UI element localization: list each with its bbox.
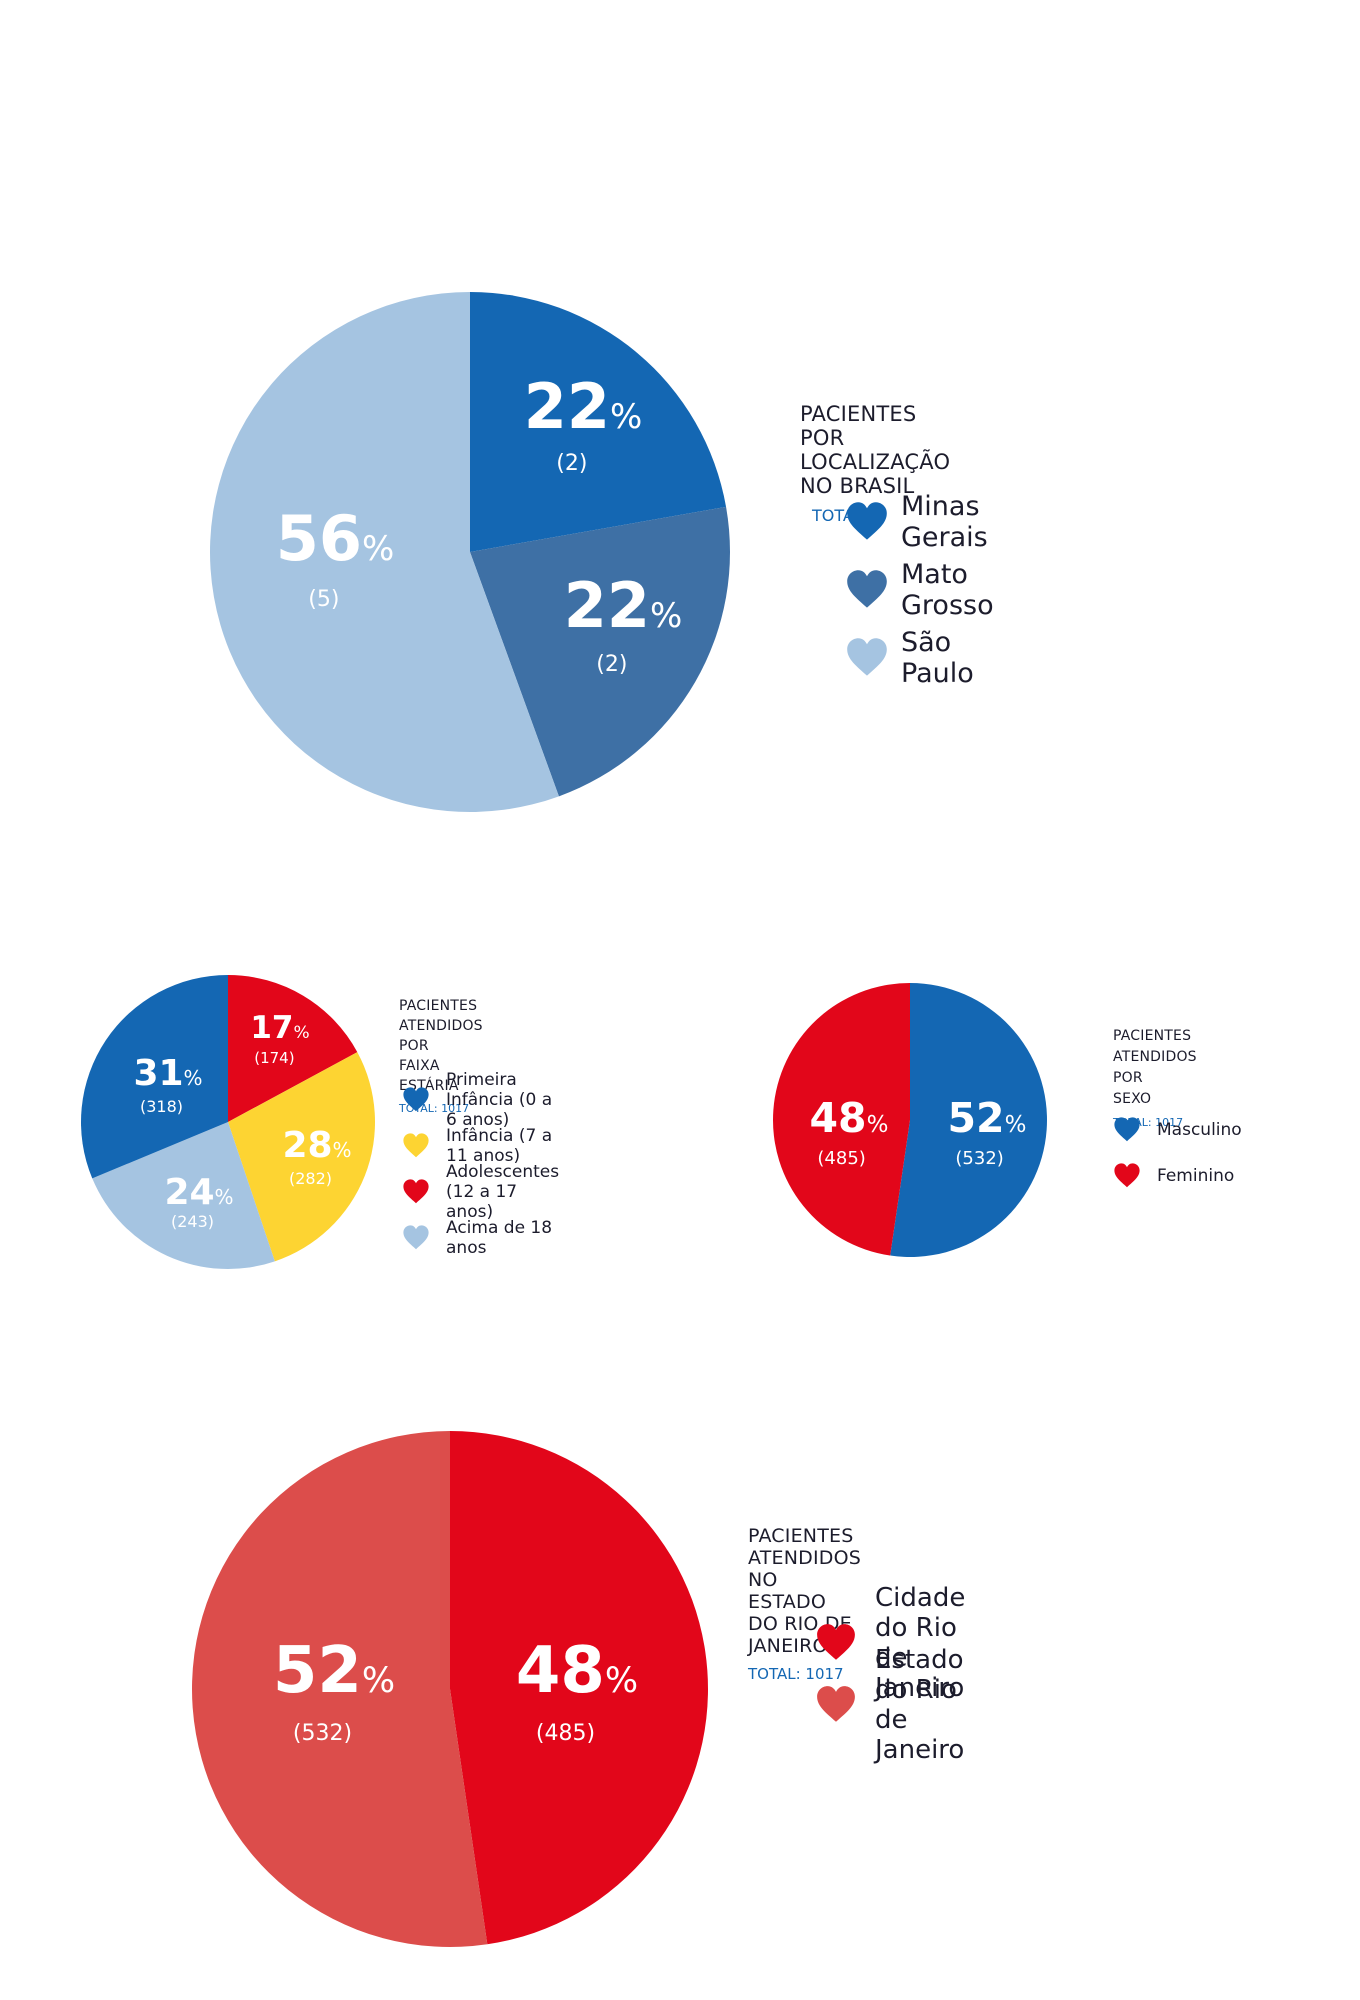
- legend-label: São Paulo: [901, 627, 974, 689]
- heart-icon: [403, 1225, 429, 1250]
- count-label: (5): [308, 587, 339, 612]
- chart-title-line: PACIENTES ATENDIDOS POR: [399, 998, 483, 1054]
- percent-label: 48%: [810, 1094, 889, 1142]
- chart-title: PACIENTES ATENDIDOS POR SEXO: [1113, 1026, 1197, 1110]
- legend-label: Adolescentes (12 a 17 anos): [446, 1162, 560, 1222]
- heart-icon: [1114, 1163, 1140, 1188]
- percent-label: 31%: [133, 1053, 202, 1094]
- title-block-sexo: PACIENTES ATENDIDOS POR SEXO TOTAL: 1017: [1113, 1026, 1197, 1129]
- count-label: (243): [171, 1212, 214, 1231]
- heart-icon: [403, 1179, 429, 1204]
- legend-item: Infância (7 a 11 anos): [402, 1123, 559, 1169]
- pie-slice: [450, 1431, 708, 1945]
- chart-total: TOTAL: 1017: [748, 1665, 844, 1683]
- count-label: (174): [254, 1049, 294, 1067]
- legend-faixa-etaria: Primeira Infância (0 a 6 anos) Infância …: [402, 1070, 559, 1261]
- legend-label: Cidade do Rio de Janeiro: [875, 1583, 966, 1703]
- slice-label: 17% (174): [250, 1010, 309, 1067]
- count-label: (2): [596, 652, 627, 677]
- legend-item: São Paulo: [845, 624, 994, 692]
- pie-slice: [209, 292, 559, 812]
- slice-label: 52% (532): [948, 1094, 1027, 1169]
- count-label: (2): [556, 451, 587, 476]
- count-label: (532): [955, 1148, 1003, 1169]
- percent-label: 22%: [564, 569, 683, 642]
- count-label: (485): [536, 1721, 595, 1746]
- legend-rio: Cidade do Rio de Janeiro Estado do Rio d…: [815, 1583, 965, 1765]
- slice-label: 56%(5): [276, 502, 395, 612]
- heart-icon: [847, 570, 887, 608]
- heart-icon: [403, 1133, 429, 1158]
- legend-label: Masculino: [1157, 1120, 1242, 1140]
- count-label: (485): [817, 1148, 865, 1169]
- heart-icon: [847, 638, 887, 676]
- chart-title-line: PACIENTES ATENDIDOS POR: [1113, 1028, 1197, 1086]
- percent-label: 28%: [282, 1125, 351, 1166]
- slice-label: 48% (485): [516, 1634, 638, 1746]
- legend-label: Infância (7 a 11 anos): [446, 1126, 553, 1166]
- slice-label: 31% (318): [133, 1053, 202, 1116]
- slice-label: 24%(243): [164, 1172, 233, 1231]
- heart-icon: [817, 1686, 855, 1722]
- heart-icon: [847, 502, 887, 540]
- legend-label: Estado do Rio de Janeiro: [875, 1645, 965, 1765]
- slice-label: 22%(2): [564, 569, 683, 677]
- legend-item: Primeira Infância (0 a 6 anos): [402, 1070, 559, 1130]
- legend-label: Acima de 18 anos: [446, 1218, 553, 1258]
- chart-title: PACIENTES ATENDIDOS NO ESTADO DO RIO DE …: [748, 1525, 862, 1657]
- chart-title: PACIENTES ATENDIDOS POR FAIXA ESTÁRIA: [399, 996, 483, 1096]
- legend-item: Acima de 18 anos: [402, 1215, 559, 1261]
- percent-label: 52%: [273, 1634, 395, 1708]
- percent-label: 22%: [524, 370, 643, 443]
- legend-item: Masculino: [1113, 1107, 1242, 1153]
- chart-title: PACIENTES POR LOCALIZAÇÃO NO BRASIL: [800, 402, 951, 498]
- count-label: (282): [289, 1169, 332, 1188]
- title-block-rio: PACIENTES ATENDIDOS NO ESTADO DO RIO DE …: [748, 1525, 861, 1683]
- pie-slice: [470, 506, 730, 797]
- legend-item: Mato Grosso: [845, 556, 994, 624]
- legend-sexo: Masculino Feminino: [1113, 1107, 1242, 1199]
- percent-label: 24%: [164, 1172, 233, 1213]
- legend-item: Adolescentes (12 a 17 anos): [402, 1162, 559, 1222]
- legend-label: Minas Gerais: [901, 491, 988, 553]
- percent-label: 56%: [276, 502, 395, 575]
- legend-item: Minas Gerais: [845, 488, 994, 556]
- percent-label: 17%: [250, 1010, 309, 1046]
- percent-label: 48%: [516, 1634, 638, 1708]
- pie-slice: [228, 975, 358, 1122]
- pie-slice: [890, 983, 1047, 1257]
- legend-item: Estado do Rio de Janeiro: [815, 1645, 965, 1765]
- legend-localizacao: Minas Gerais Mato Grosso São Paulo: [845, 488, 994, 692]
- legend-label: Primeira Infância (0 a 6 anos): [446, 1070, 553, 1130]
- slice-label: 22%(2): [524, 370, 643, 476]
- percent-label: 52%: [948, 1094, 1027, 1142]
- slice-label: 52% (532): [273, 1634, 395, 1746]
- heart-icon: [1114, 1117, 1140, 1142]
- pie-slice: [191, 1431, 488, 1947]
- count-label: (532): [293, 1721, 352, 1746]
- pie-slice: [81, 975, 228, 1179]
- chart-title-line: SEXO: [1113, 1091, 1152, 1107]
- pie-slice: [470, 292, 727, 552]
- legend-item: Cidade do Rio de Janeiro: [815, 1583, 965, 1703]
- pie-slice: [772, 983, 910, 1256]
- pie-slice: [92, 1122, 275, 1269]
- slice-label: 28% (282): [282, 1125, 351, 1188]
- slice-label: 48% (485): [810, 1094, 889, 1169]
- pie-slice: [228, 1052, 376, 1262]
- legend-label: Feminino: [1157, 1166, 1235, 1186]
- heart-icon: [403, 1087, 429, 1112]
- legend-item: Feminino: [1113, 1153, 1242, 1199]
- heart-icon: [817, 1624, 855, 1660]
- legend-label: Mato Grosso: [901, 559, 994, 621]
- count-label: (318): [140, 1097, 183, 1116]
